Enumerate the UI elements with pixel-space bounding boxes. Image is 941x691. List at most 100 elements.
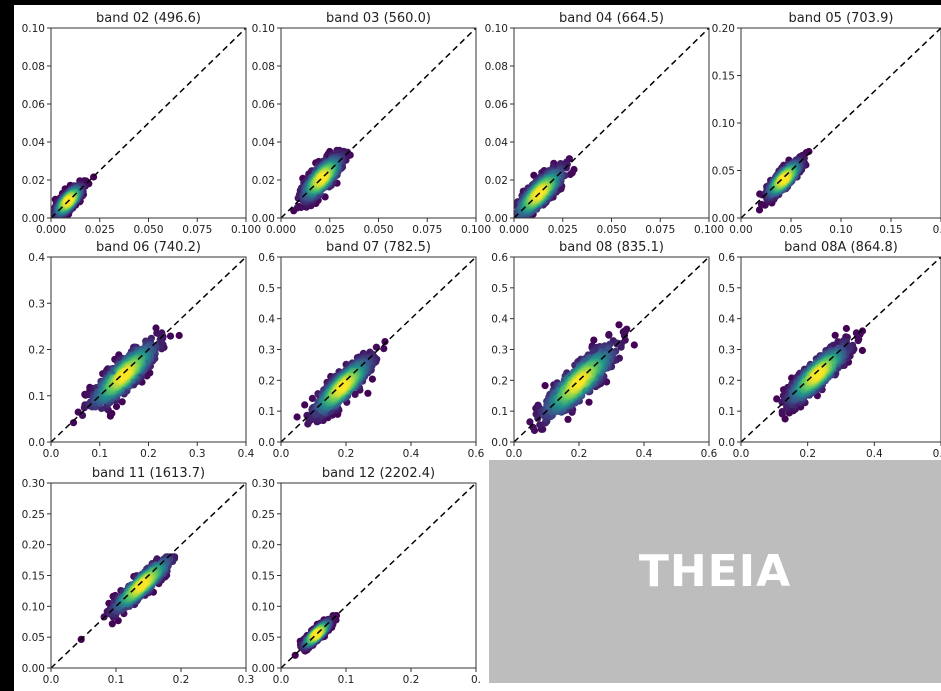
x-tick-label: 0.3 (189, 448, 206, 460)
scatter-point (842, 324, 851, 333)
scatter-point (364, 389, 372, 397)
y-tick-label: 0.6 (491, 252, 508, 264)
scatter-point (566, 170, 574, 179)
y-tick-label: 0.15 (712, 71, 735, 83)
y-tick-label: 0.04 (22, 137, 46, 149)
y-tick-label: 0.04 (252, 137, 276, 149)
left-frame-border (0, 0, 14, 691)
y-tick-label: 0.10 (485, 23, 508, 35)
chart-title: band 08A (864.8) (784, 240, 898, 255)
scatter-point (615, 321, 623, 329)
chart-panel-3: band 04 (664.5)0.000 0.025 0.050 0.075 0.100… (485, 11, 724, 236)
x-tick-label: 0.000 (499, 224, 529, 236)
y-tick-label: 0.1 (258, 406, 275, 418)
scatter-point (112, 402, 121, 411)
one-to-one-line (513, 27, 710, 219)
x-tick-label: 0.0 (43, 448, 60, 460)
x-tick-label: 0.050 (596, 224, 626, 236)
x-tick-label: 0.2 (140, 448, 157, 460)
y-tick-label: 0.5 (258, 283, 275, 295)
y-tick-label: 0.1 (28, 391, 45, 403)
chart-panel-7: band 08 (835.1)0.0 0.2 0.4 0.60.00.10.20.30… (491, 240, 717, 460)
chart-title: band 02 (496.6) (96, 11, 201, 26)
y-tick-label: 0.06 (252, 99, 276, 111)
y-tick-label: 0.3 (491, 345, 508, 357)
x-tick-label: 0.2 (571, 448, 588, 460)
x-tick-label: 0.0 (506, 448, 523, 460)
y-tick-label: 0.2 (491, 375, 508, 387)
y-tick-label: 0.00 (22, 213, 45, 225)
scatter-point (293, 413, 301, 421)
chart-title: band 06 (740.2) (96, 240, 201, 255)
y-tick-label: 0.00 (485, 213, 508, 225)
y-tick-label: 0.3 (28, 298, 45, 310)
y-tick-label: 0.08 (252, 61, 275, 73)
y-tick-label: 0.3 (258, 345, 275, 357)
one-to-one-line (740, 27, 941, 219)
chart-title: band 03 (560.0) (326, 11, 431, 26)
x-tick-label: 0.025 (315, 224, 345, 236)
x-tick-label: 0.100 (231, 224, 261, 236)
x-tick-label: 0.2 (338, 448, 355, 460)
y-tick-label: 0.6 (258, 252, 275, 264)
y-tick-label: 0.02 (22, 175, 45, 187)
x-tick-label: 0.4 (636, 448, 653, 460)
y-tick-label: 0.20 (712, 23, 735, 35)
scatter-point (118, 398, 126, 406)
chart-title: band 04 (664.5) (559, 11, 664, 26)
y-tick-label: 0.08 (22, 61, 45, 73)
y-tick-label: 0.08 (485, 61, 508, 73)
scatter-point (294, 202, 303, 210)
top-frame-border (0, 0, 941, 5)
x-tick-label: 0.6 (468, 448, 485, 460)
scatter-point (175, 331, 183, 340)
y-tick-label: 0.06 (485, 99, 509, 111)
scatter-point (564, 415, 572, 423)
x-tick-label: 0.100 (461, 224, 491, 236)
y-tick-label: 0.0 (491, 437, 508, 449)
scatter-point (585, 398, 593, 406)
y-tick-label: 0.4 (491, 314, 508, 326)
scatter-point (380, 345, 388, 353)
x-tick-label: 0.4 (403, 448, 420, 460)
y-tick-label: 0.10 (712, 118, 735, 130)
y-tick-label: 0.00 (712, 213, 735, 225)
scatter-point (858, 346, 867, 355)
y-tick-label: 0.02 (485, 175, 508, 187)
chart-panel-1: band 02 (496.6)0.000 0.025 0.050 0.075 0.100… (22, 11, 261, 236)
chart-panel-5: band 06 (740.2)0.0 0.1 0.2 0.3 0.40.00.10.20… (28, 240, 254, 460)
scatter-point (780, 175, 788, 183)
x-tick-label: 0.100 (694, 224, 724, 236)
x-tick-label: 0.075 (182, 224, 212, 236)
chart-panel-8: band 08A (864.8)0.00.20.40.60.00.10.20.3… (718, 240, 941, 460)
scatter-point (541, 382, 549, 390)
x-tick-label: 0.000 (36, 224, 66, 236)
y-tick-label: 0.10 (22, 23, 45, 35)
y-tick-label: 0.4 (28, 252, 45, 264)
scatter-point (831, 331, 839, 339)
y-tick-label: 0.10 (252, 23, 275, 35)
one-to-one-line (50, 27, 247, 219)
y-tick-label: 0.0 (28, 437, 45, 449)
x-tick-label: 0.1 (91, 448, 108, 460)
scatter-point (166, 332, 175, 340)
x-tick-label: 0.05 (779, 224, 802, 236)
one-to-one-line (513, 256, 710, 443)
x-tick-label: 0.00 (729, 224, 752, 236)
x-tick-label: 0.075 (645, 224, 675, 236)
y-tick-label: 0.05 (712, 166, 735, 178)
scatter-point (757, 200, 766, 208)
y-tick-label: 0.4 (258, 314, 275, 326)
x-tick-label: 0.025 (548, 224, 578, 236)
scatter-point (368, 375, 376, 383)
y-tick-label: 0.0 (258, 437, 275, 449)
x-tick-label: 0.050 (133, 224, 163, 236)
scatter-point (301, 401, 309, 409)
chart-title: band 05 (703.9) (789, 11, 894, 26)
y-tick-label: 0.2 (258, 375, 275, 387)
chart-panel-4: band 05 (703.9) 0.00 0.05 0.10 0.15 0.2 0.00 0.… (712, 11, 941, 236)
x-tick-label: 0.2 (933, 224, 941, 236)
x-tick-label: 0.15 (879, 224, 902, 236)
scatter-point (755, 206, 764, 214)
chart-panel-6: band 07 (782.5)0.0 0.2 0.4 0.60.00.10.20.30… (258, 240, 484, 460)
